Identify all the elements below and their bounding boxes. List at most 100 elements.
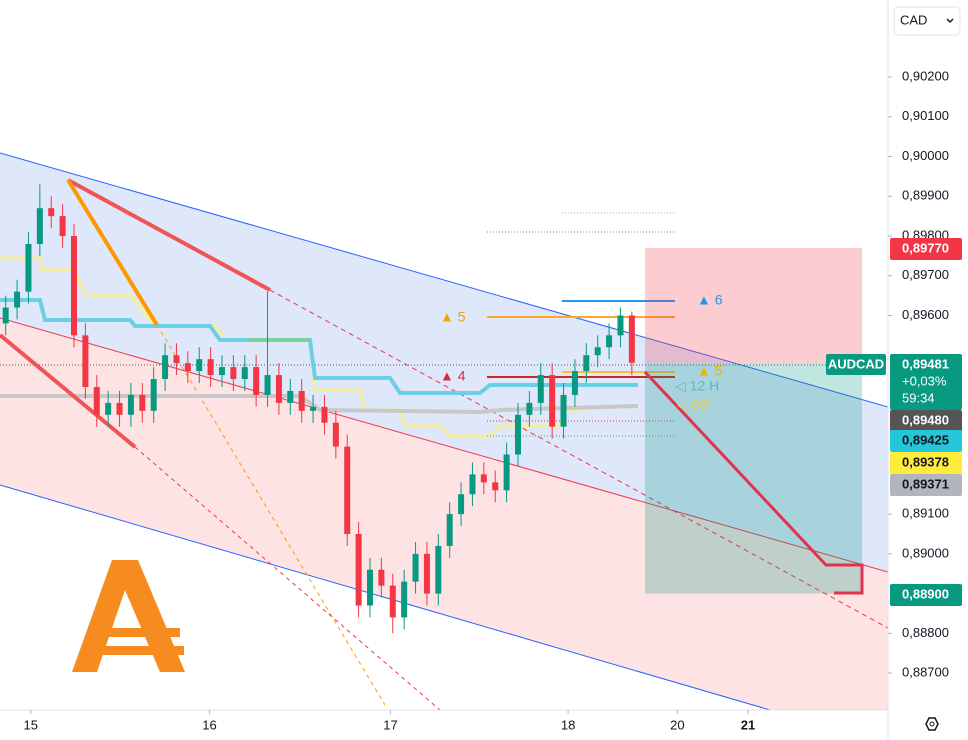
logo-bar — [100, 628, 180, 637]
candle-body — [14, 291, 21, 308]
candle-body — [344, 446, 351, 534]
candle-body — [401, 581, 408, 618]
indicator-gray — [0, 394, 639, 415]
x-tick-label: 20 — [670, 717, 684, 732]
channel-mid — [0, 317, 888, 573]
candle-body — [196, 359, 203, 372]
candle-body — [355, 533, 362, 606]
settings-icon[interactable] — [925, 717, 939, 731]
y-tick-label: 0,90000 — [902, 148, 949, 163]
candle-body — [571, 371, 578, 395]
candle-body — [480, 474, 487, 483]
candle-body — [617, 315, 624, 336]
x-tick-label: 18 — [561, 717, 575, 732]
price-tag-label: 0,89378 — [902, 454, 949, 469]
price-tag-label: 0,89371 — [902, 476, 949, 491]
y-tick-label: 0,89600 — [902, 307, 949, 322]
candle-body — [492, 482, 499, 491]
candles — [2, 184, 635, 634]
candle-body — [446, 514, 453, 546]
annotation: ▲ 5 — [440, 309, 466, 325]
axes: 0,902000,901000,900000,899000,898000,897… — [24, 69, 962, 732]
x-tick-label: 21 — [741, 717, 755, 732]
dropdown-icon[interactable] — [946, 18, 954, 24]
annotation: ▲ 5 — [697, 363, 723, 379]
candle-body — [332, 422, 339, 447]
candle-body — [230, 367, 237, 380]
price-tag — [890, 410, 962, 432]
settings-icon[interactable] — [929, 721, 935, 727]
candle-body — [25, 243, 32, 292]
last-price-countdown: 59:34 — [902, 390, 935, 405]
candle-body — [59, 216, 66, 237]
y-tick-label: 0,89900 — [902, 188, 949, 203]
trend-line — [67, 178, 271, 292]
channel-bottom — [0, 484, 771, 710]
candle-body — [36, 208, 43, 244]
candle-body — [116, 402, 123, 415]
currency-dropdown[interactable] — [893, 6, 961, 36]
candle-body — [423, 553, 430, 594]
candle-body — [275, 375, 282, 403]
candle-body — [139, 394, 146, 411]
candle-body — [515, 414, 521, 455]
candle-body — [412, 553, 419, 582]
currency[interactable]: CAD — [900, 12, 927, 27]
symbol-tag — [826, 354, 886, 375]
last-price-tag — [890, 354, 962, 410]
price-tag — [890, 452, 962, 474]
y-tick-label: 0,90100 — [902, 108, 949, 123]
candle-body — [184, 363, 191, 372]
dashed-line — [156, 324, 386, 706]
candle-body — [241, 367, 248, 380]
candle-body — [287, 390, 294, 403]
y-tick-label: 0,89100 — [902, 506, 949, 521]
annotation: ◁ 63' — [677, 397, 710, 413]
last-price-label: 0,89481 — [902, 356, 949, 371]
channel-top — [0, 152, 888, 408]
annotation: ▲ 6 — [697, 292, 723, 308]
candle-body — [503, 454, 510, 491]
logo — [72, 560, 185, 672]
stop-zone — [645, 247, 862, 363]
candle-body — [458, 494, 465, 515]
candle-body — [367, 569, 373, 606]
candle-body — [310, 406, 317, 411]
candle-body — [583, 355, 590, 372]
candle-body — [93, 386, 100, 415]
candle-body — [537, 375, 544, 403]
symbol: AUDCAD — [828, 356, 884, 371]
forecast-arrow — [643, 370, 864, 595]
candle-body — [298, 390, 305, 411]
candle-body — [628, 315, 635, 363]
indicator-yellow — [0, 256, 639, 438]
candle-body — [105, 402, 112, 415]
candle-body — [526, 402, 533, 415]
price-tag-label: 0,89770 — [902, 240, 949, 255]
logo-a — [72, 560, 185, 672]
candle-body — [321, 406, 328, 423]
candle-body — [435, 545, 442, 594]
y-tick-label: 0,90200 — [902, 69, 949, 84]
price-tag-label: 0,89425 — [902, 432, 949, 447]
candle-body — [264, 375, 271, 395]
candle-body — [389, 585, 396, 618]
candle-body — [219, 367, 225, 376]
candle-body — [207, 359, 214, 376]
candle-body — [560, 394, 567, 427]
candle-body — [48, 208, 55, 217]
y-tick-label: 0,88800 — [902, 625, 949, 640]
y-tick-label: 0,89000 — [902, 545, 949, 560]
annotation: ▲ 4 — [440, 368, 466, 384]
last-price-change: +0,03% — [902, 373, 947, 388]
candle-body — [127, 394, 134, 415]
candle-body — [606, 335, 613, 348]
dashed-line — [269, 289, 888, 629]
candle-body — [549, 375, 556, 427]
price-tag-label: 0,88900 — [902, 586, 949, 601]
y-tick-label: 0,88700 — [902, 664, 949, 679]
annotation: ◁ 12 H — [675, 378, 719, 394]
candle-body — [82, 335, 89, 387]
